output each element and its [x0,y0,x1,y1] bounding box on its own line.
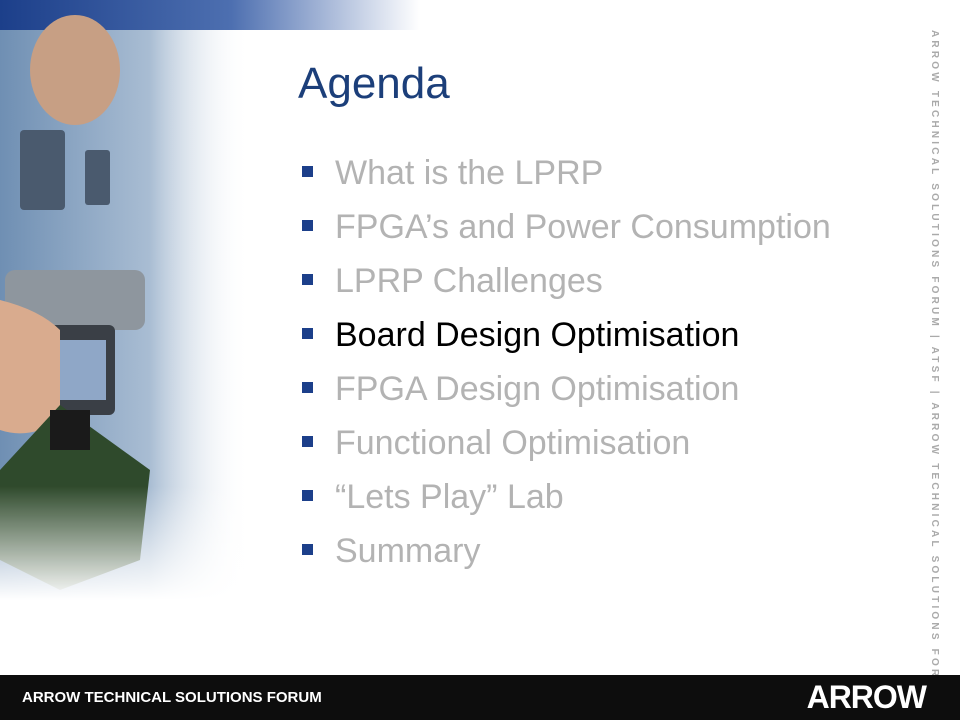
bullet [302,490,313,501]
agenda-item: Functional Optimisation [335,424,690,462]
footer-bar [0,675,960,720]
agenda-item: FPGA’s and Power Consumption [335,208,831,246]
photo-fade [0,30,250,600]
agenda-item: What is the LPRP [335,154,603,192]
bullet [302,274,313,285]
agenda-item: Board Design Optimisation [335,316,739,354]
side-text: ARROW TECHNICAL SOLUTIONS FORUM | ATSF |… [929,30,940,701]
bullet [302,220,313,231]
slide-title: Agenda [298,59,450,108]
bullet [302,436,313,447]
footer-text: ARROW TECHNICAL SOLUTIONS FORUM [22,689,322,706]
agenda-item: “Lets Play” Lab [335,478,564,516]
agenda-item: FPGA Design Optimisation [335,370,739,408]
agenda-list: What is the LPRP FPGA’s and Power Consump… [302,154,831,570]
logo: ARROW [807,679,928,715]
agenda-item: Summary [335,532,480,570]
bullet [302,544,313,555]
bullet [302,382,313,393]
bullet [302,328,313,339]
bullet [302,166,313,177]
photo-collage [0,15,250,600]
agenda-item: LPRP Challenges [335,262,603,300]
